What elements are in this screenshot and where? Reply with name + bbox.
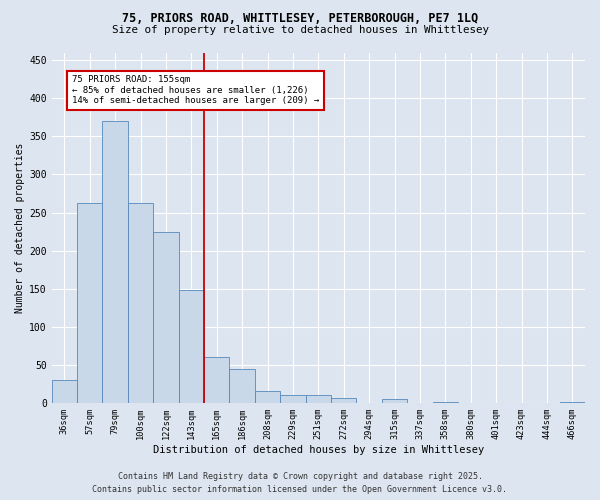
Bar [179, 290, 204, 403]
Bar [331, 398, 356, 403]
Text: Contains HM Land Registry data © Crown copyright and database right 2025.
Contai: Contains HM Land Registry data © Crown c… [92, 472, 508, 494]
Y-axis label: Number of detached properties: Number of detached properties [15, 142, 25, 313]
Bar [204, 358, 229, 403]
Bar [382, 400, 407, 403]
Bar [433, 402, 458, 403]
Text: 75, PRIORS ROAD, WHITTLESEY, PETERBOROUGH, PE7 1LQ: 75, PRIORS ROAD, WHITTLESEY, PETERBOROUG… [122, 12, 478, 26]
Bar [280, 396, 305, 403]
Bar [305, 396, 331, 403]
Bar [560, 402, 585, 403]
Text: Size of property relative to detached houses in Whittlesey: Size of property relative to detached ho… [112, 25, 488, 35]
Bar [229, 369, 255, 403]
Bar [255, 391, 280, 403]
X-axis label: Distribution of detached houses by size in Whittlesey: Distribution of detached houses by size … [153, 445, 484, 455]
Bar [153, 232, 179, 403]
Bar [52, 380, 77, 403]
Bar [77, 204, 103, 403]
Bar [128, 204, 153, 403]
Bar [103, 121, 128, 403]
Text: 75 PRIORS ROAD: 155sqm
← 85% of detached houses are smaller (1,226)
14% of semi-: 75 PRIORS ROAD: 155sqm ← 85% of detached… [72, 76, 319, 105]
